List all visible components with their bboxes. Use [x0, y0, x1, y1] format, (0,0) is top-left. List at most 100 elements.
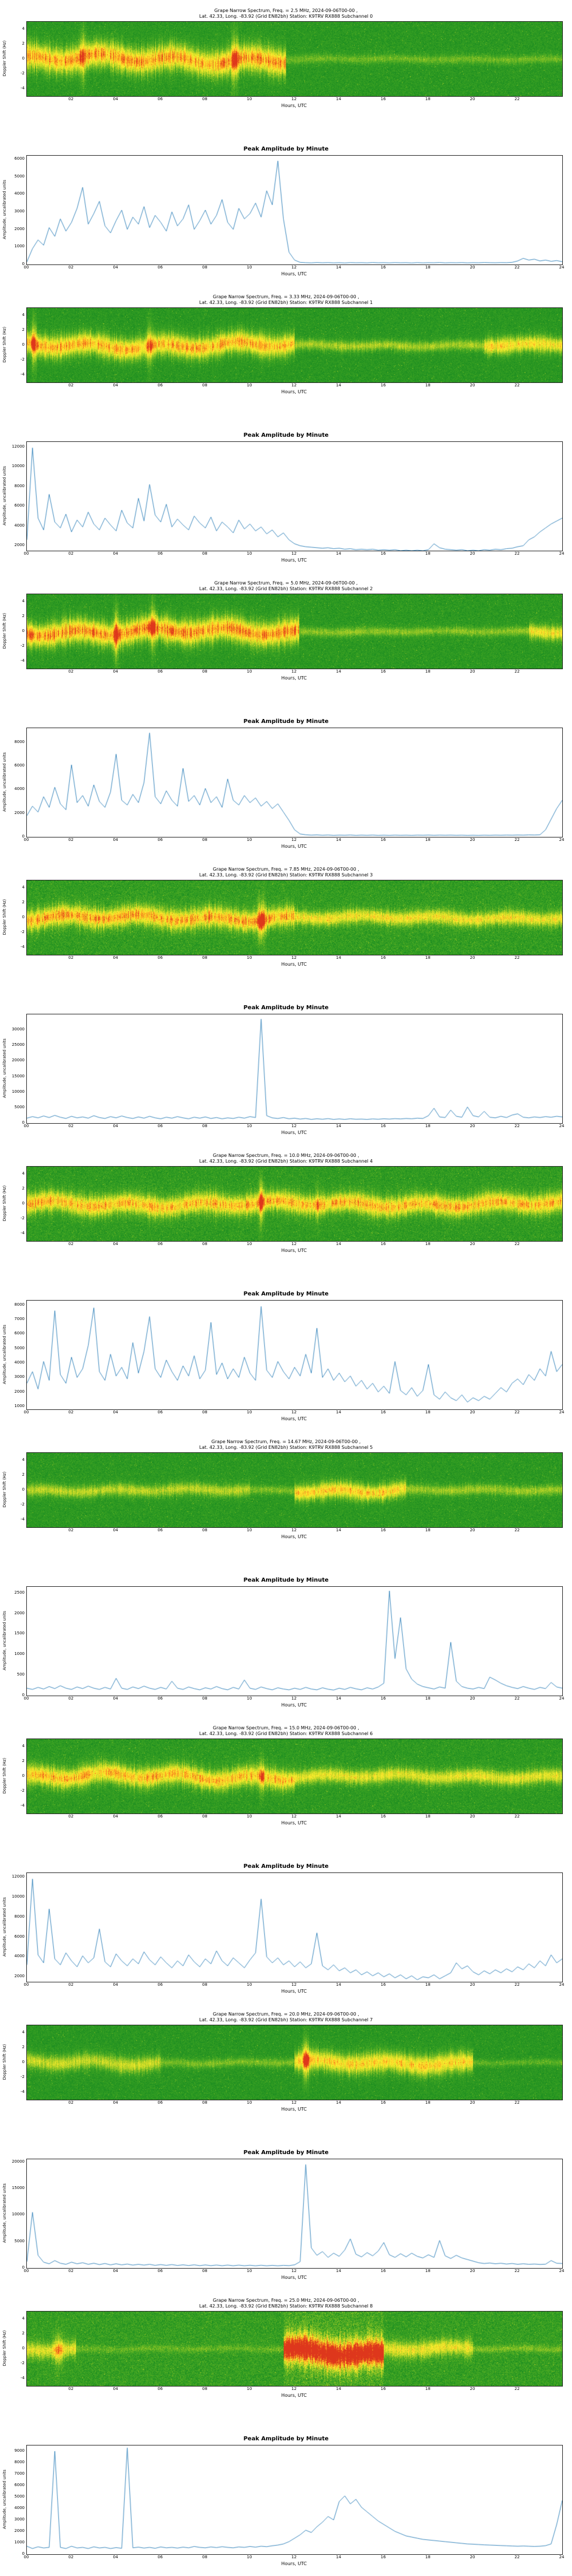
- x-tick-label: 14: [336, 2387, 341, 2391]
- x-tick-label: 12: [291, 2100, 297, 2105]
- y-tick-label: 0: [22, 915, 25, 919]
- x-tick-label: 20: [470, 2100, 475, 2105]
- plot-row: Doppler Shift (Hz) 4 2 0 -2 -4 02 04 06 08 10 12 14…: [0, 594, 572, 674]
- x-tick-label: 10: [247, 837, 252, 842]
- y-tick-label: 2: [22, 614, 25, 618]
- x-tick-label: 12: [291, 837, 297, 842]
- x-tick-label: 04: [113, 955, 118, 960]
- peak-amplitude-chart-subchannel-7: Peak Amplitude by Minute Amplitude, unca…: [0, 2147, 572, 2290]
- x-tick-label: 20: [470, 955, 475, 960]
- chart-title-wrap: Peak Amplitude by Minute: [0, 1290, 572, 1298]
- plot-area: 0 1000 2000 3000 4000 5000 6000 7000 8000 9000 00 0…: [14, 2445, 564, 2559]
- y-tick-label: -2: [21, 2075, 25, 2079]
- x-tick-label: 02: [68, 1410, 74, 1415]
- x-tick-label: 16: [380, 551, 386, 556]
- y-tick-label: 5000: [14, 2238, 25, 2243]
- plot-canvas: [26, 155, 563, 265]
- plot-canvas: [26, 728, 563, 837]
- y-tick-label: -4: [21, 658, 25, 663]
- plot-area: 4 2 0 -2 -4 02 04 06 08 10 12 14 16 18 20 22: [21, 1166, 563, 1246]
- y-tick-label: 5000: [14, 1104, 25, 1109]
- x-tick-label: 10: [247, 97, 252, 101]
- x-axis-label: Hours, UTC: [281, 1702, 307, 1708]
- y-tick-label: 0: [22, 1120, 25, 1125]
- y-tick-label: -2: [21, 930, 25, 934]
- plot-row: Doppler Shift (Hz) 4 2 0 -2 -4 02 04 06 08 10 12 14…: [0, 21, 572, 101]
- y-tick-label: 0: [22, 1201, 25, 1206]
- x-tick-label: 02: [68, 265, 74, 270]
- x-tick-label: 06: [157, 1696, 163, 1701]
- x-tick-label: 08: [202, 383, 208, 388]
- x-tick-label: 14: [336, 955, 341, 960]
- x-tick-label: 12: [291, 2387, 297, 2391]
- x-tick-label: 10: [247, 955, 252, 960]
- x-tick-label: 10: [247, 1410, 252, 1415]
- y-tick-label: 6000: [14, 156, 25, 161]
- x-tick-label: 20: [470, 1982, 475, 1987]
- y-axis-label: Amplitude, uncalibrated units: [2, 1897, 7, 1957]
- y-tick-label: 2000: [14, 2528, 25, 2533]
- x-tick-label: 12: [291, 1696, 297, 1701]
- plot-row: Amplitude, uncalibrated units 0 2000 4000 6…: [0, 728, 572, 842]
- x-axis-label: Hours, UTC: [281, 389, 307, 394]
- peak-amplitude-chart-subchannel-8: Peak Amplitude by Minute Amplitude, unca…: [0, 2433, 572, 2576]
- y-tick-label: 2: [22, 1759, 25, 1763]
- y-tick-label: 6000: [14, 503, 25, 508]
- plot-row: Amplitude, uncalibrated units 0 500 1000 15…: [0, 1586, 572, 1701]
- x-tick-label: 10: [247, 669, 252, 674]
- x-tick-label: 08: [202, 1696, 208, 1701]
- x-tick-label: 20: [470, 1410, 475, 1415]
- x-axis-label: Hours, UTC: [281, 1130, 307, 1135]
- chart-title: Grape Narrow Spectrum, Freq. = 5.0 MHz, …: [214, 580, 358, 586]
- x-tick-label: 10: [247, 2387, 252, 2391]
- y-tick-label: 8000: [14, 1302, 25, 1307]
- x-tick-label: 10: [247, 2100, 252, 2105]
- plot-row: Amplitude, uncalibrated units 0 1000 2000 3…: [0, 155, 572, 270]
- x-tick-label: 04: [113, 1696, 118, 1701]
- plot-area: 4 2 0 -2 -4 02 04 06 08 10 12 14 16 18 20 22: [21, 880, 563, 960]
- chart-subtitle: Lat. 42.33, Long. -83.92 (Grid EN82bh) S…: [199, 2304, 373, 2309]
- x-tick-label: 14: [336, 837, 341, 842]
- y-tick-label: 8000: [14, 739, 25, 744]
- y-tick-label: -2: [21, 357, 25, 362]
- chart-title-wrap: Peak Amplitude by Minute: [0, 145, 572, 153]
- y-tick-label: 6000: [14, 2483, 25, 2487]
- chart-title-wrap: Grape Narrow Spectrum, Freq. = 25.0 MHz,…: [0, 2298, 572, 2309]
- x-tick-label: 12: [291, 97, 297, 101]
- x-axis-label: Hours, UTC: [281, 2275, 307, 2280]
- peak-amplitude-chart-subchannel-1: Peak Amplitude by Minute Amplitude, unca…: [0, 429, 572, 572]
- x-tick-label: 12: [291, 1242, 297, 1246]
- x-tick-label: 14: [336, 2269, 341, 2273]
- x-tick-label: 06: [157, 1242, 163, 1246]
- x-tick-label: 04: [113, 1410, 118, 1415]
- plot-row: Doppler Shift (Hz) 4 2 0 -2 -4 02 04 06 08 10 12 14…: [0, 1452, 572, 1532]
- y-tick-label: 500: [17, 1672, 25, 1677]
- y-tick-label: 0: [22, 2346, 25, 2350]
- y-tick-label: 0: [22, 2265, 25, 2270]
- chart-subtitle: Lat. 42.33, Long. -83.92 (Grid EN82bh) S…: [199, 1445, 373, 1450]
- x-tick-label: 20: [470, 837, 475, 842]
- y-axis-label: Amplitude, uncalibrated units: [2, 2470, 7, 2529]
- y-tick-label: 6000: [14, 763, 25, 768]
- y-axis-label: Amplitude, uncalibrated units: [2, 466, 7, 526]
- x-tick-label: 04: [113, 1528, 118, 1532]
- x-tick-label: 08: [202, 1242, 208, 1246]
- chart-title-wrap: Peak Amplitude by Minute: [0, 1863, 572, 1871]
- x-tick-label: 08: [202, 1814, 208, 1819]
- chart-title: Grape Narrow Spectrum, Freq. = 2.5 MHz, …: [214, 8, 358, 13]
- x-tick-label: 22: [514, 383, 520, 388]
- x-tick-label: 02: [68, 1696, 74, 1701]
- x-tick-label: 06: [157, 551, 163, 556]
- x-tick-label: 20: [470, 669, 475, 674]
- chart-subtitle: Lat. 42.33, Long. -83.92 (Grid EN82bh) S…: [199, 1731, 373, 1736]
- y-tick-label: 0: [22, 342, 25, 347]
- x-tick-label: 16: [380, 2387, 386, 2391]
- plot-area: 4 2 0 -2 -4 02 04 06 08 10 12 14 16 18 20 22: [21, 1452, 563, 1532]
- x-tick-label: 06: [157, 955, 163, 960]
- x-tick-label: 08: [202, 2269, 208, 2273]
- x-tick-label: 02: [68, 551, 74, 556]
- chart-title: Grape Narrow Spectrum, Freq. = 7.85 MHz,…: [213, 867, 359, 872]
- x-tick-label: 20: [470, 1814, 475, 1819]
- x-tick-label: 00: [23, 2555, 29, 2559]
- y-tick-label: 7000: [14, 2471, 25, 2476]
